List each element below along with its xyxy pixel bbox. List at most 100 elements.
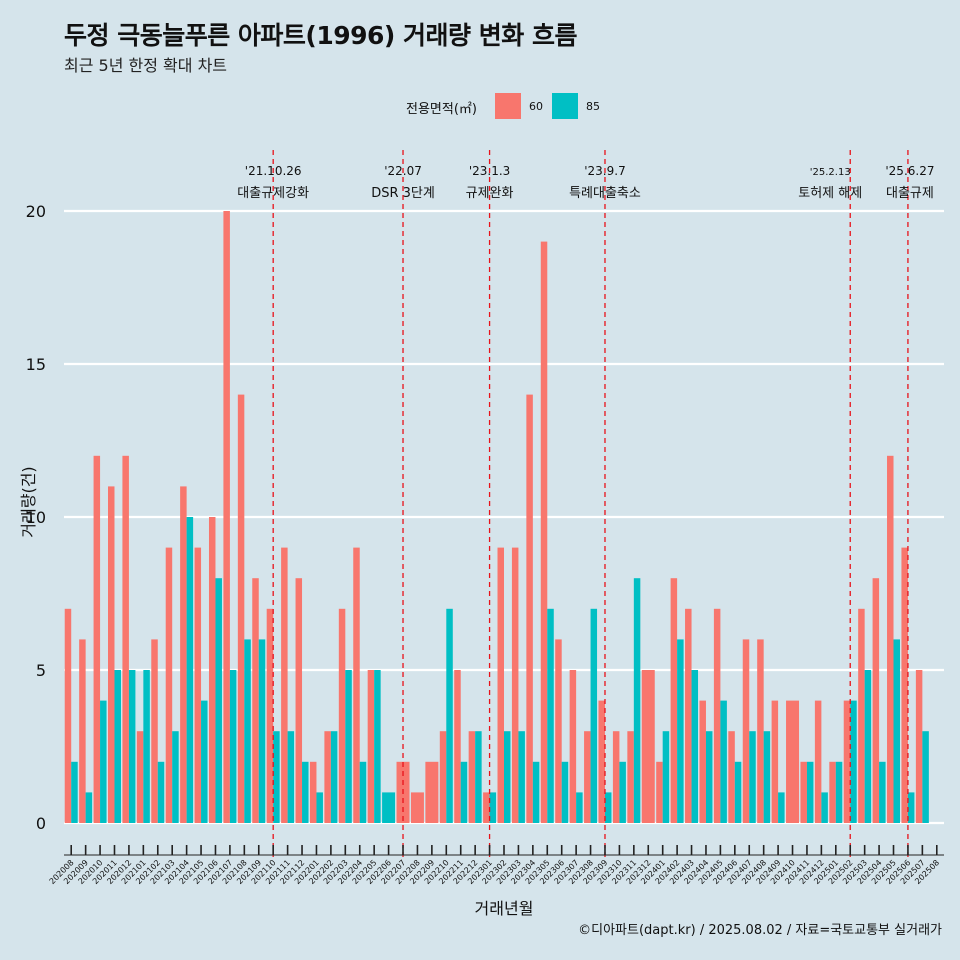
bar-85-202205 bbox=[374, 670, 381, 823]
bar-60-202109 bbox=[252, 578, 259, 823]
event-date: '22.07 bbox=[384, 164, 422, 178]
bar-85-202507 bbox=[922, 731, 929, 823]
bar-85-202411 bbox=[806, 761, 814, 823]
bar-85-202505 bbox=[893, 639, 900, 823]
bar-60-202209 bbox=[425, 761, 439, 823]
bar-85-202211 bbox=[460, 761, 468, 823]
bar-60-202204 bbox=[353, 547, 360, 823]
bar-85-202102 bbox=[157, 761, 165, 823]
bar-60-202008 bbox=[64, 608, 72, 823]
bar-85-202112 bbox=[302, 761, 309, 823]
bar-85-202402 bbox=[677, 639, 684, 823]
bar-85-202210 bbox=[446, 608, 453, 823]
source-caption: ©디아파트(dapt.kr) / 2025.08.02 / 자료=국토교통부 실… bbox=[578, 923, 942, 938]
legend-label-85: 85 bbox=[586, 100, 600, 113]
bar-60-202012 bbox=[122, 455, 129, 823]
bar-60-202412 bbox=[814, 700, 822, 823]
y-tick-label: 0 bbox=[36, 814, 46, 833]
y-tick-label: 20 bbox=[26, 202, 46, 221]
bar-60-202406 bbox=[728, 731, 735, 823]
event-date: '23.9.7 bbox=[584, 164, 625, 178]
bar-85-202503 bbox=[864, 670, 872, 823]
bar-60-202308 bbox=[584, 731, 591, 823]
chart-subtitle: 최근 5년 한정 확대 차트 bbox=[64, 56, 228, 75]
bar-60-202105 bbox=[194, 547, 202, 823]
bar-60-202302 bbox=[497, 547, 504, 823]
bar-85-202107 bbox=[229, 670, 237, 823]
bar-60-202104 bbox=[180, 486, 187, 823]
bar-85-202305 bbox=[547, 608, 554, 823]
bar-60-202205 bbox=[367, 670, 375, 823]
bar-85-202212 bbox=[475, 731, 482, 823]
bar-60-202402 bbox=[670, 578, 678, 823]
bar-85-202306 bbox=[561, 761, 569, 823]
bar-60-202011 bbox=[108, 486, 115, 823]
bar-85-202308 bbox=[590, 608, 598, 823]
bar-85-202506 bbox=[907, 792, 915, 823]
bar-85-202103 bbox=[172, 731, 179, 823]
y-axis-title: 거래량(건) bbox=[19, 466, 38, 537]
bar-60-202504 bbox=[872, 578, 880, 823]
bar-85-202412 bbox=[821, 792, 828, 823]
bar-85-202201 bbox=[316, 792, 323, 823]
bar-85-202302 bbox=[504, 731, 511, 823]
legend-title: 전용면적(㎡) bbox=[406, 102, 477, 117]
event-label: 대출규제 bbox=[886, 186, 934, 201]
bar-85-202401 bbox=[662, 731, 670, 823]
bars bbox=[64, 211, 929, 824]
bar-85-202010 bbox=[100, 700, 107, 823]
bar-60-202201 bbox=[309, 761, 317, 823]
bar-60-202310 bbox=[612, 731, 620, 823]
bar-60-202208 bbox=[410, 792, 424, 823]
event-label: 토허제 해제 bbox=[798, 186, 862, 201]
bar-85-202203 bbox=[345, 670, 352, 823]
bar-85-202012 bbox=[128, 670, 136, 823]
bar-85-202303 bbox=[518, 731, 525, 823]
y-axis-ticks: 0 5 10 15 20 bbox=[26, 202, 46, 833]
bar-85-202301 bbox=[489, 792, 497, 823]
bar-85-202310 bbox=[619, 761, 626, 823]
bar-85-202406 bbox=[734, 761, 742, 823]
bar-85-202407 bbox=[749, 731, 756, 823]
bar-60-202210 bbox=[439, 731, 447, 823]
bar-85-202309 bbox=[604, 792, 612, 823]
bar-85-202105 bbox=[201, 700, 208, 823]
bar-85-202109 bbox=[258, 639, 266, 823]
bar-85-202108 bbox=[244, 639, 251, 823]
bar-60-202202 bbox=[324, 731, 331, 823]
bar-60-202403 bbox=[685, 608, 692, 823]
bar-60-202305 bbox=[540, 241, 548, 824]
bar-60-202108 bbox=[237, 394, 245, 823]
bar-60-202110 bbox=[266, 608, 274, 823]
bar-60-202107 bbox=[223, 211, 230, 823]
bar-85-202104 bbox=[186, 517, 194, 823]
event-date: '23.1.3 bbox=[469, 164, 510, 178]
bar-60-202312 bbox=[641, 670, 655, 823]
legend-label-60: 60 bbox=[529, 100, 543, 113]
bar-60-202411 bbox=[800, 761, 807, 823]
event-label: 규제완화 bbox=[466, 186, 514, 201]
bar-60-202404 bbox=[699, 700, 706, 823]
bar-60-202503 bbox=[858, 608, 865, 823]
x-axis: 2020082020092020102020112020122021012021… bbox=[48, 845, 944, 886]
bar-85-202304 bbox=[532, 761, 540, 823]
bar-60-202405 bbox=[713, 608, 721, 823]
bar-60-202303 bbox=[511, 547, 519, 823]
bar-60-202502 bbox=[843, 700, 851, 823]
bar-60-202009 bbox=[79, 639, 86, 823]
chart-title: 두정 극동늘푸른 아파트(1996) 거래량 변화 흐름 bbox=[64, 21, 577, 50]
bar-85-202101 bbox=[143, 670, 150, 823]
bar-60-202304 bbox=[526, 394, 533, 823]
bar-85-202008 bbox=[71, 761, 78, 823]
bar-60-202506 bbox=[901, 547, 908, 823]
bar-85-202307 bbox=[576, 792, 583, 823]
bar-60-202507 bbox=[915, 670, 923, 823]
annotations: '21.10.26 대출규제강화 '22.07 DSR 3단계 '23.1.3 규제완화 '… bbox=[237, 150, 934, 858]
bar-85-202009 bbox=[85, 792, 93, 823]
bar-85-202403 bbox=[691, 670, 699, 823]
y-tick-label: 10 bbox=[26, 508, 46, 527]
bar-60-202307 bbox=[569, 670, 577, 823]
bar-60-202203 bbox=[338, 608, 346, 823]
bar-60-202111 bbox=[281, 547, 288, 823]
